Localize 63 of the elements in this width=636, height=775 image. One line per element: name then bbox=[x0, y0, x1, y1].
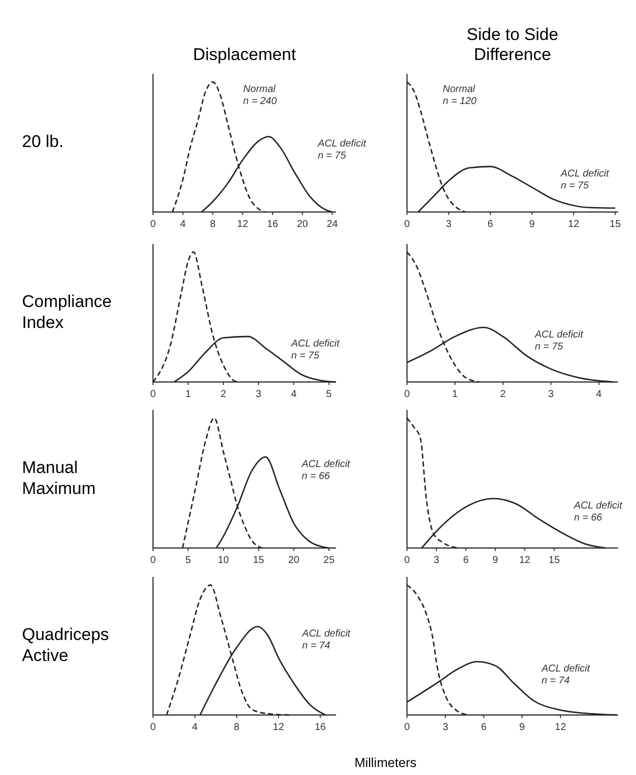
x-tick-label: 0 bbox=[150, 555, 156, 566]
x-tick-label: 1 bbox=[185, 389, 192, 400]
x-tick-label: 8 bbox=[210, 219, 216, 230]
x-tick-label: 0 bbox=[150, 389, 156, 400]
x-tick-label: 3 bbox=[442, 722, 449, 733]
annotation: Normal n = 240 bbox=[243, 84, 278, 107]
x-tick-label: 25 bbox=[323, 555, 335, 566]
x-tick-label: 24 bbox=[326, 219, 338, 230]
x-tick-label: 9 bbox=[529, 219, 536, 230]
x-tick-label: 15 bbox=[253, 555, 265, 566]
x-tick-label: 1 bbox=[452, 389, 458, 400]
x-tick-label: 4 bbox=[596, 389, 602, 400]
x-tick-label: 0 bbox=[404, 389, 410, 400]
x-axis-title: Millimeters bbox=[354, 755, 418, 770]
x-tick-label: 2 bbox=[220, 389, 227, 400]
x-tick-label: 6 bbox=[480, 722, 487, 733]
y-axis-title: Compliance Index bbox=[22, 292, 112, 332]
x-tick-label: 15 bbox=[548, 555, 560, 566]
y-axis-title: 20 lb. bbox=[22, 132, 64, 151]
annotation: ACL deficit n = 75 bbox=[534, 329, 584, 352]
x-tick-label: 5 bbox=[185, 555, 192, 566]
x-tick-label: 0 bbox=[150, 722, 156, 733]
annotation: ACL deficit n = 66 bbox=[300, 459, 352, 482]
x-tick-label: 3 bbox=[548, 389, 554, 400]
x-tick-label: 12 bbox=[568, 219, 580, 230]
x-tick-label: 6 bbox=[488, 219, 494, 230]
y-axis-title: Quadriceps Active bbox=[22, 625, 109, 665]
annotation: ACL deficit n = 75 bbox=[560, 168, 610, 192]
x-tick-label: 4 bbox=[180, 219, 186, 230]
annotation: ACL deficit n = 66 bbox=[572, 500, 624, 524]
x-tick-label: 5 bbox=[326, 389, 332, 400]
annotation: Normal n = 120 bbox=[442, 84, 477, 107]
chart-title: Displacement bbox=[193, 45, 296, 64]
x-tick-label: 9 bbox=[492, 555, 499, 566]
x-tick-label: 12 bbox=[519, 555, 531, 566]
x-tick-label: 20 bbox=[288, 555, 300, 566]
annotation: ACL deficit n = 74 bbox=[540, 664, 591, 687]
x-tick-label: 12 bbox=[272, 722, 284, 733]
x-tick-label: 0 bbox=[404, 555, 410, 566]
x-tick-label: 16 bbox=[266, 219, 279, 230]
x-tick-label: 4 bbox=[192, 722, 198, 733]
annotation: ACL deficit n = 74 bbox=[301, 628, 352, 652]
x-tick-label: 4 bbox=[290, 389, 297, 400]
x-tick-label: 0 bbox=[150, 219, 156, 230]
x-tick-label: 2 bbox=[500, 389, 506, 400]
x-tick-label: 3 bbox=[256, 389, 262, 400]
x-tick-label: 0 bbox=[404, 219, 410, 230]
x-tick-label: 16 bbox=[314, 722, 326, 733]
x-tick-label: 3 bbox=[446, 219, 452, 230]
x-tick-label: 20 bbox=[296, 219, 308, 230]
x-tick-label: 12 bbox=[554, 722, 566, 733]
x-tick-label: 12 bbox=[237, 219, 249, 230]
x-tick-label: 3 bbox=[434, 555, 440, 566]
x-tick-label: 6 bbox=[463, 555, 470, 566]
chart-title: Side to Side Difference bbox=[466, 25, 558, 64]
x-tick-label: 10 bbox=[218, 555, 230, 566]
annotation: ACL deficit n = 75 bbox=[290, 338, 341, 362]
x-tick-label: 0 bbox=[404, 722, 410, 733]
x-tick-label: 9 bbox=[519, 722, 526, 733]
y-axis-title: Manual Maximum bbox=[22, 458, 96, 498]
annotation: ACL deficit n = 75 bbox=[316, 138, 368, 162]
x-tick-label: 8 bbox=[234, 722, 240, 733]
x-tick-label: 15 bbox=[610, 219, 622, 230]
